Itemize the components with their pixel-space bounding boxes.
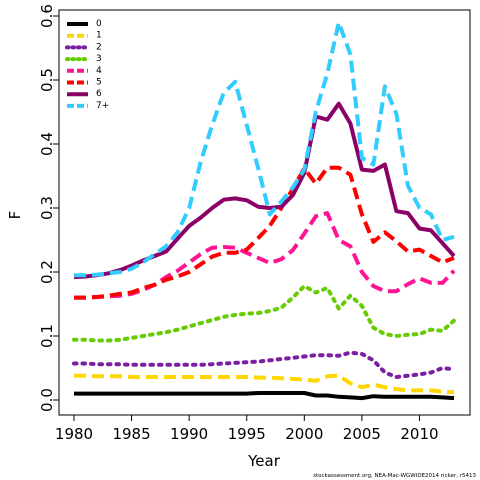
legend-6-label: 6 [96, 89, 102, 99]
y-axis: 0.0 0.1 0.2 0.3 0.4 0.5 0.6 [38, 4, 60, 412]
series-line-5 [74, 165, 455, 300]
x-axis-title: Year [247, 452, 281, 470]
series-line-3 [72, 284, 456, 343]
legend-0-label: 0 [96, 19, 102, 29]
series-line-7plus [74, 20, 455, 278]
y-tick-label: 0.0 [38, 388, 56, 412]
y-tick-label: 0.5 [38, 68, 56, 92]
legend-5-label: 5 [96, 78, 102, 88]
x-tick-label: 2000 [285, 425, 323, 443]
series-layer [72, 20, 456, 401]
x-tick-label: 2005 [343, 425, 381, 443]
x-tick-label: 1990 [170, 425, 208, 443]
series-line-2 [72, 350, 456, 379]
legend-4-label: 4 [96, 66, 102, 76]
y-axis-title: F [6, 211, 24, 220]
y-tick-label: 0.1 [38, 324, 56, 348]
y-tick-label: 0.2 [38, 260, 56, 284]
series-line-1 [74, 373, 455, 395]
series-line-4 [74, 211, 456, 300]
series-line-0 [74, 391, 455, 401]
y-tick-label: 0.4 [38, 132, 56, 156]
series-line-6 [73, 101, 456, 280]
x-tick-label: 1995 [228, 425, 266, 443]
x-tick-label: 1985 [112, 425, 150, 443]
legend-3-label: 3 [96, 54, 102, 64]
credit-text: stockassessment.org, NEA-Mac-WGWIDE2014 … [313, 473, 476, 479]
x-tick-label: 1980 [55, 425, 93, 443]
y-tick-label: 0.6 [38, 4, 56, 28]
legend-2-label: 2 [96, 42, 102, 52]
legend-7plus-label: 7+ [96, 101, 109, 111]
y-tick-label: 0.3 [38, 196, 56, 220]
x-axis: 1980 1985 1990 1995 2000 2005 2010 [55, 414, 439, 443]
x-tick-label: 2010 [400, 425, 438, 443]
legend-1-label: 1 [96, 31, 102, 41]
